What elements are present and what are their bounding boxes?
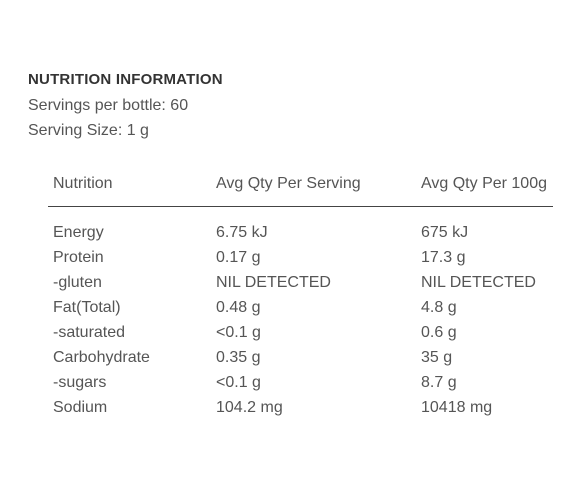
per-100g-value: 8.7 g [421, 374, 457, 391]
nutrient-name: Energy [53, 224, 104, 241]
page-title: NUTRITION INFORMATION [28, 71, 223, 88]
per-100g-value: 10418 mg [421, 399, 493, 416]
per-serving-value: 104.2 mg [216, 399, 283, 416]
per-100g-value: 4.8 g [421, 299, 457, 316]
per-100g-value: NIL DETECTED [421, 274, 536, 291]
nutrition-table: Nutrition Avg Qty Per Serving Avg Qty Pe… [48, 170, 553, 420]
per-100g-value: 35 g [421, 349, 453, 366]
table-row: -gluten NIL DETECTED NIL DETECTED [48, 270, 553, 295]
nutrient-name: Fat(Total) [53, 299, 121, 316]
table-header-row: Nutrition Avg Qty Per Serving Avg Qty Pe… [48, 170, 553, 207]
per-serving-value: <0.1 g [216, 374, 261, 391]
column-header-per-serving: Avg Qty Per Serving [211, 170, 416, 207]
table-row: -sugars <0.1 g 8.7 g [48, 370, 553, 395]
per-100g-value: 675 kJ [421, 224, 469, 241]
table-row: -saturated <0.1 g 0.6 g [48, 320, 553, 345]
table-row: Carbohydrate 0.35 g 35 g [48, 345, 553, 370]
table-row: Energy 6.75 kJ 675 kJ [48, 207, 553, 246]
per-serving-value: 0.35 g [216, 349, 261, 366]
per-serving-value: 0.48 g [216, 299, 261, 316]
nutrient-name: Sodium [53, 399, 108, 416]
table-row: Protein 0.17 g 17.3 g [48, 245, 553, 270]
column-header-per-100g: Avg Qty Per 100g [416, 170, 553, 207]
per-100g-value: 0.6 g [421, 324, 457, 341]
table-row: Sodium 104.2 mg 10418 mg [48, 395, 553, 420]
nutrient-name: Carbohydrate [53, 349, 150, 366]
per-100g-value: 17.3 g [421, 249, 466, 266]
column-header-nutrition: Nutrition [48, 170, 211, 207]
per-serving-value: 0.17 g [216, 249, 261, 266]
per-serving-value: <0.1 g [216, 324, 261, 341]
per-serving-value: NIL DETECTED [216, 274, 331, 291]
table-row: Fat(Total) 0.48 g 4.8 g [48, 295, 553, 320]
nutrient-name: -sugars [53, 374, 107, 391]
servings-per-bottle: Servings per bottle: 60 [28, 97, 189, 114]
per-serving-value: 6.75 kJ [216, 224, 268, 241]
nutrient-name: Protein [53, 249, 104, 266]
nutrient-name: -gluten [53, 274, 102, 291]
nutrient-name: -saturated [53, 324, 126, 341]
serving-size: Serving Size: 1 g [28, 122, 149, 139]
